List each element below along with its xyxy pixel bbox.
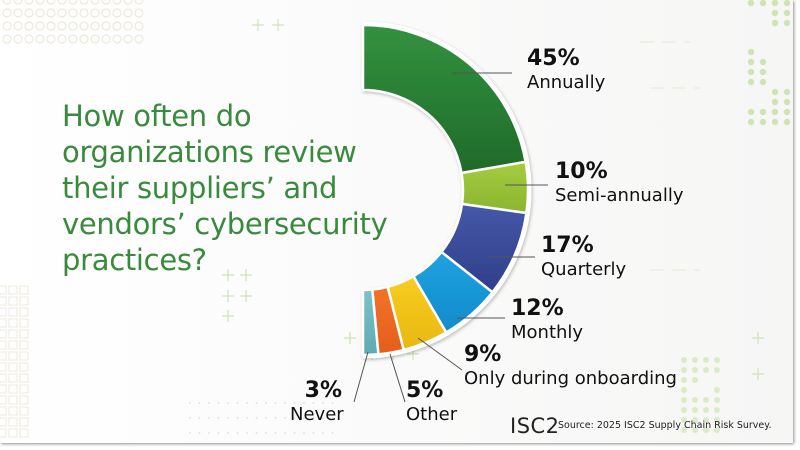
leader-line-other bbox=[389, 353, 406, 403]
label-percent: 9% bbox=[464, 342, 502, 367]
leader-line-onboarding bbox=[417, 337, 463, 371]
label-category: Monthly bbox=[511, 322, 584, 343]
isc2-logo: ISC2 bbox=[510, 414, 560, 438]
label-percent: 12% bbox=[511, 296, 564, 321]
title-line: their suppliers’ and bbox=[62, 171, 338, 205]
label-category: Quarterly bbox=[541, 259, 627, 280]
label-percent: 17% bbox=[541, 233, 594, 258]
chart-title: How often do organizations review their … bbox=[62, 98, 432, 278]
label-monthly: 12% Monthly bbox=[511, 297, 583, 345]
donut-rim bbox=[362, 21, 532, 359]
label-percent: 5% bbox=[406, 378, 444, 403]
half-donut-chart bbox=[353, 21, 548, 403]
infographic-card: How often do organizations review their … bbox=[0, 0, 793, 443]
label-category: Never bbox=[290, 404, 344, 425]
label-category: Semi-annually bbox=[555, 185, 684, 206]
label-percent: 45% bbox=[527, 46, 580, 71]
background-decoration bbox=[0, 0, 791, 438]
title-line: How often do bbox=[62, 99, 252, 133]
donut-segment-annually bbox=[361, 23, 527, 175]
label-percent: 3% bbox=[304, 378, 342, 403]
leader-line-never bbox=[353, 351, 369, 403]
source-note: Source: 2025 ISC2 Supply Chain Risk Surv… bbox=[558, 420, 772, 431]
label-never: 3% Never bbox=[290, 378, 344, 427]
label-other: 5% Other bbox=[406, 379, 457, 427]
title-line: practices? bbox=[62, 243, 207, 277]
label-annually: 45% Annually bbox=[527, 47, 605, 95]
donut-segment-never bbox=[361, 288, 380, 357]
title-line: vendors’ cybersecurity bbox=[62, 207, 388, 241]
label-category: Annually bbox=[527, 72, 606, 93]
label-percent: 10% bbox=[555, 159, 608, 184]
label-semi-annually: 10% Semi-annually bbox=[555, 160, 683, 208]
label-quarterly: 17% Quarterly bbox=[541, 234, 626, 282]
label-category: Other bbox=[406, 404, 458, 425]
title-line: organizations review bbox=[62, 135, 357, 169]
label-category: Only during onboarding bbox=[464, 368, 677, 389]
label-onboarding: 9% Only during onboarding bbox=[464, 343, 677, 391]
